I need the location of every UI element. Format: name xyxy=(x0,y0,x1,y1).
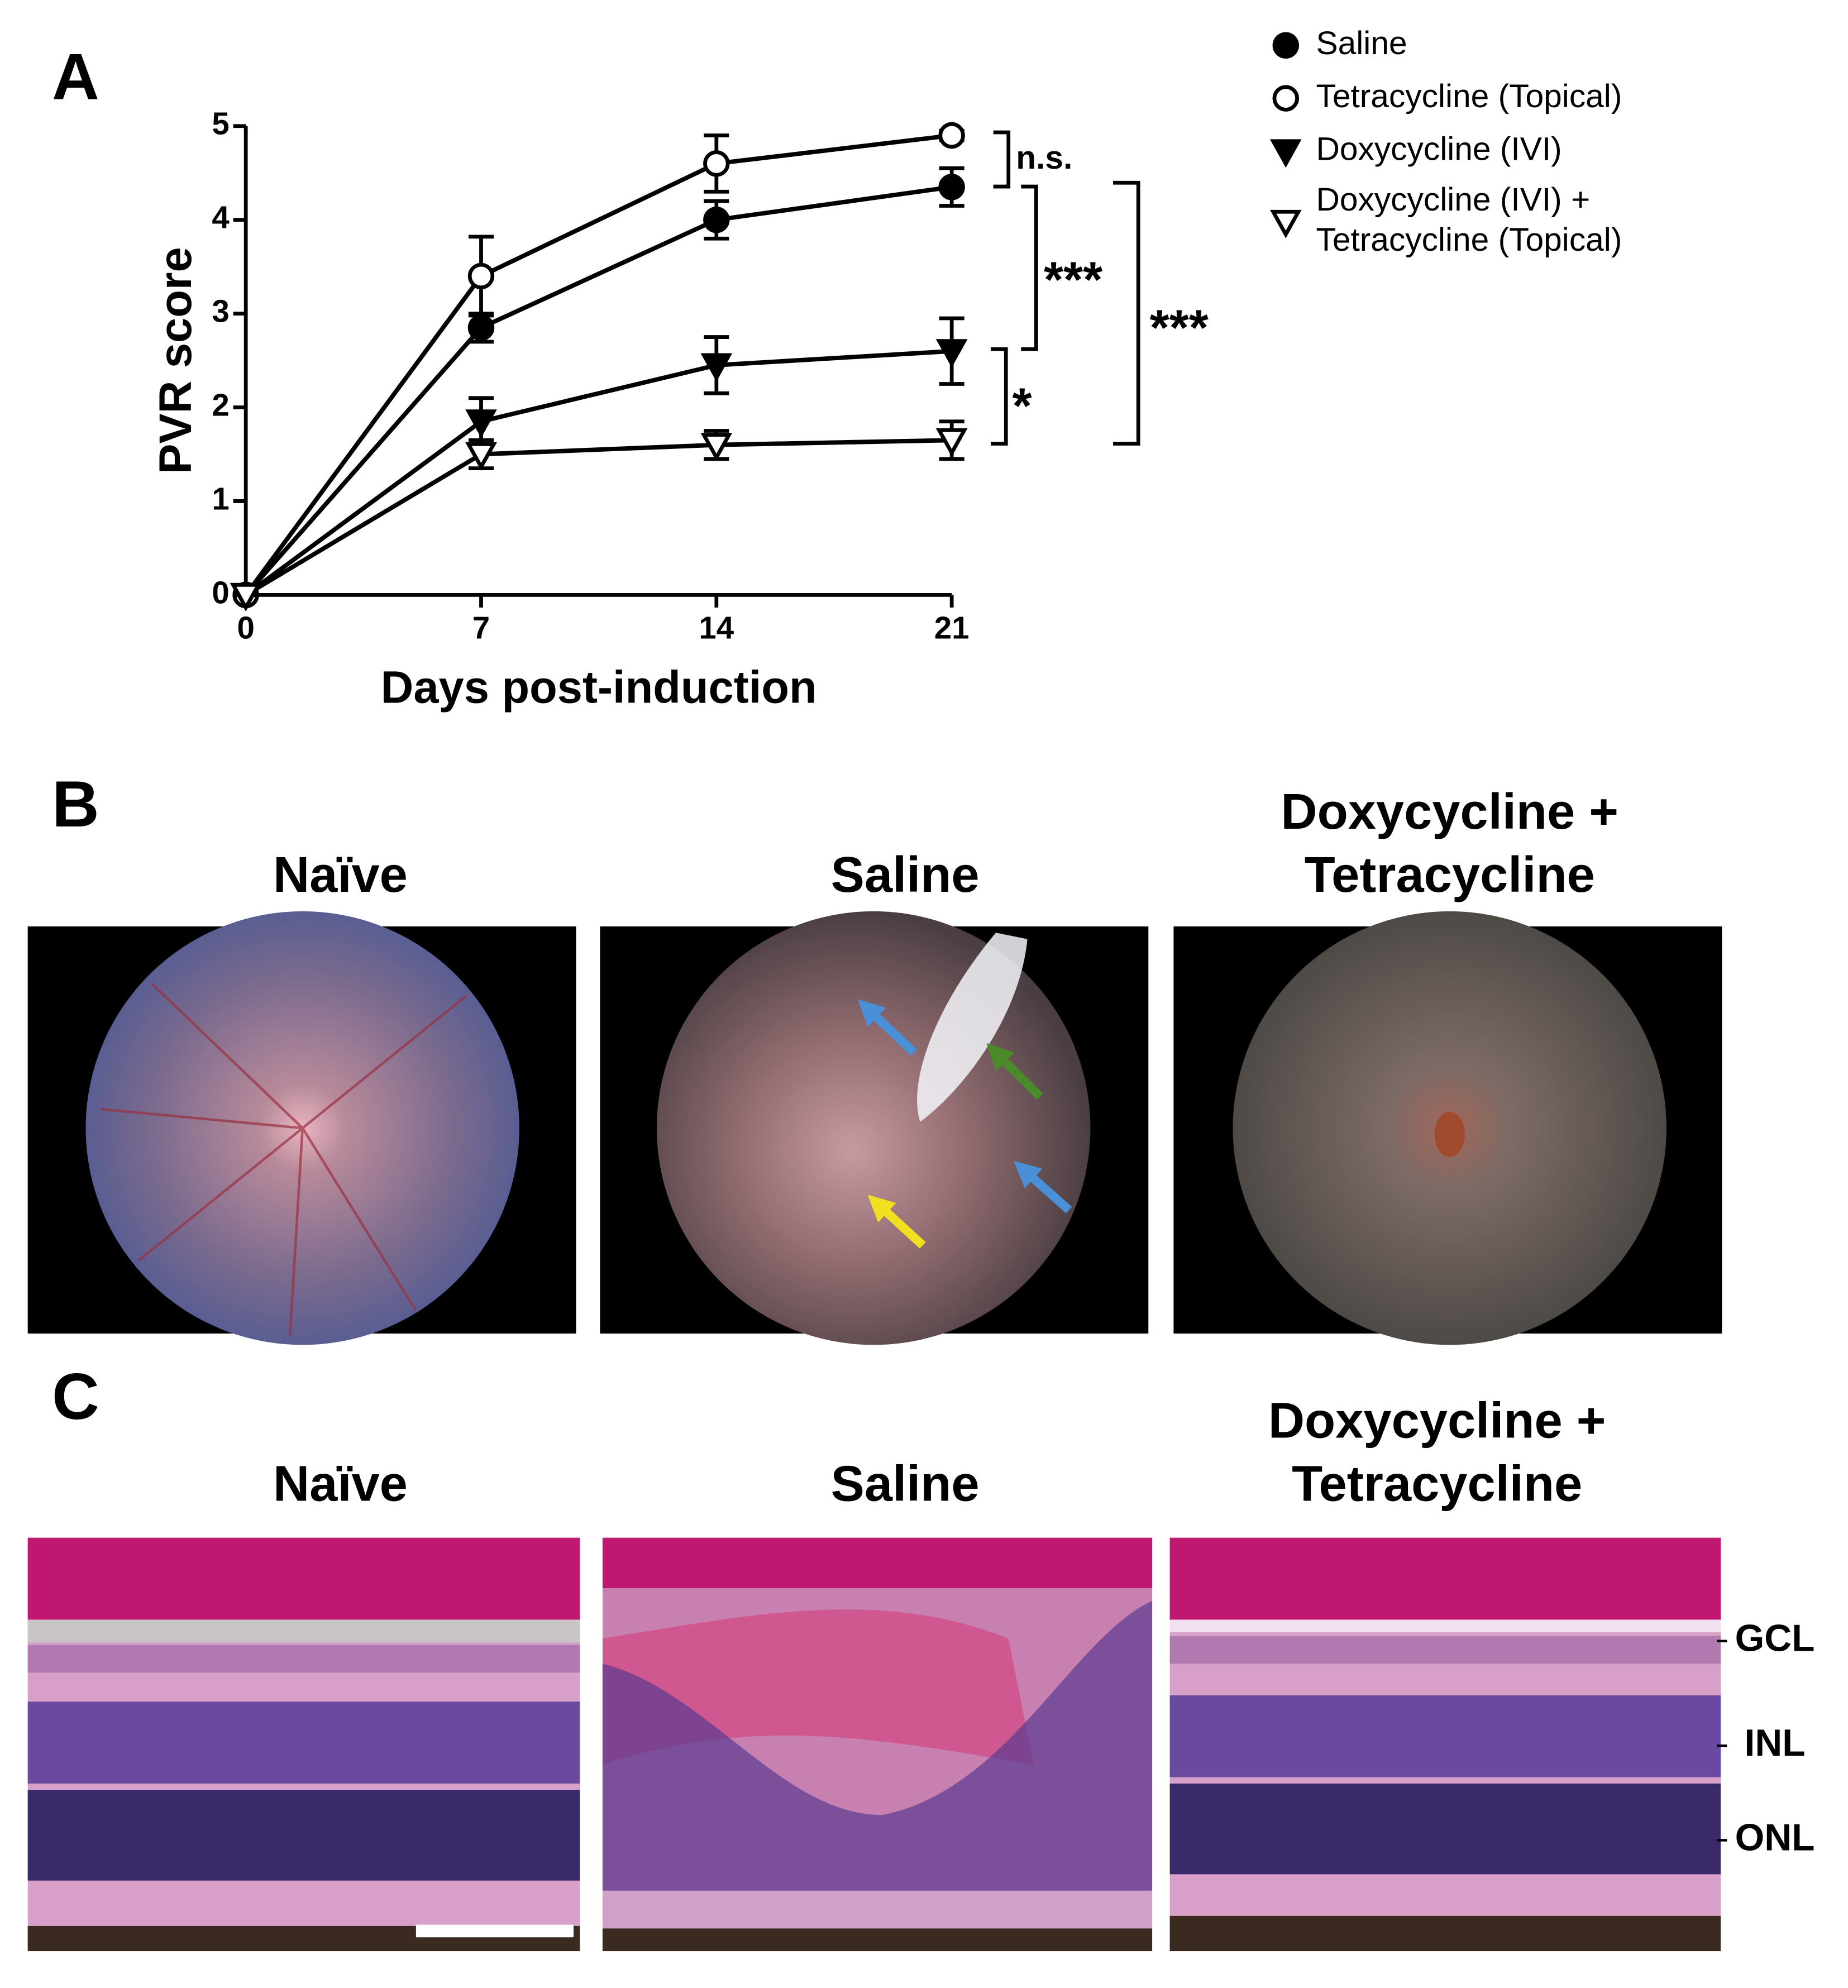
bracket xyxy=(1021,184,1038,351)
scale-bar xyxy=(416,1924,574,1938)
marker xyxy=(703,150,730,177)
x-tick-label: 7 xyxy=(472,610,490,645)
marker xyxy=(1269,139,1302,168)
marker xyxy=(938,174,965,200)
marker xyxy=(935,339,968,368)
y-tick-label: 2 xyxy=(212,387,229,422)
marker xyxy=(467,314,495,341)
layer-label: GCL xyxy=(1735,1618,1815,1660)
marker xyxy=(935,428,968,457)
glare xyxy=(917,933,1028,1122)
photo-title: Saline xyxy=(831,1455,980,1512)
histology-photos xyxy=(27,1537,1721,1952)
series-line xyxy=(243,133,952,596)
legend-item: Doxycycline (IVI) + Tetracycline (Topica… xyxy=(1316,180,1622,259)
y-tick-label: 1 xyxy=(212,481,229,516)
fundus xyxy=(656,911,1091,1345)
photo-title: Naïve xyxy=(273,1455,408,1512)
arrows xyxy=(857,999,1072,1249)
marker xyxy=(1269,209,1302,238)
bracket xyxy=(991,347,1008,446)
panel-label: B xyxy=(52,767,99,840)
marker xyxy=(1272,85,1299,112)
series-line xyxy=(245,438,952,597)
layer-label: ONL xyxy=(1735,1817,1815,1858)
panel-label: A xyxy=(52,40,99,113)
legend-label: Saline xyxy=(1316,23,1407,62)
annotation: * xyxy=(1012,377,1032,434)
y-axis-label: PVR score xyxy=(150,247,201,474)
marker xyxy=(467,262,495,290)
x-tick-label: 14 xyxy=(699,610,734,645)
marker xyxy=(700,353,733,382)
marker xyxy=(465,409,497,438)
marker xyxy=(230,582,262,611)
photo-title: Tetracycline xyxy=(1305,847,1595,903)
series-line xyxy=(244,184,952,596)
x-tick-label: 0 xyxy=(237,610,254,645)
series-line xyxy=(244,348,952,597)
legend-label: Tetracycline (Topical) xyxy=(1316,77,1622,115)
y-tick-label: 4 xyxy=(212,200,230,235)
x-tick-label: 21 xyxy=(934,610,970,645)
y-tick-label: 3 xyxy=(212,293,229,328)
bracket xyxy=(993,130,1011,189)
marker xyxy=(700,433,733,462)
legend-label: Doxycycline (IVI) xyxy=(1316,130,1562,168)
y-tick-label: 5 xyxy=(212,106,229,141)
annotation: *** xyxy=(1044,252,1103,308)
marker xyxy=(1272,32,1299,59)
legend-label: Doxycycline (IVI) + Tetracycline (Topica… xyxy=(1316,180,1622,259)
marker xyxy=(465,442,497,471)
marker xyxy=(703,206,730,233)
fundus-photos xyxy=(27,911,1722,1345)
photo-title: Doxycycline + xyxy=(1281,783,1618,840)
layer-label: INL xyxy=(1745,1722,1806,1764)
bracket xyxy=(1113,180,1140,446)
legend-item: Doxycycline (IVI) xyxy=(1316,130,1562,168)
photo-title: Naïve xyxy=(273,847,408,903)
photo-title: Tetracycline xyxy=(1292,1455,1582,1512)
legend-item: Tetracycline (Topical) xyxy=(1316,77,1622,115)
photo-title: Doxycycline + xyxy=(1268,1392,1606,1449)
annotation: *** xyxy=(1150,299,1209,356)
y-tick-label: 0 xyxy=(212,575,229,610)
section xyxy=(1169,1537,1721,1952)
optic-disc xyxy=(1434,1111,1465,1158)
marker xyxy=(938,122,965,149)
panel-label: C xyxy=(52,1360,99,1433)
x-axis-label: Days post-induction xyxy=(381,662,817,713)
annotation: n.s. xyxy=(1016,140,1072,176)
section xyxy=(602,1537,1153,1952)
section xyxy=(27,1537,580,1952)
photo-title: Saline xyxy=(831,847,980,903)
vessels xyxy=(101,982,467,1336)
legend-item: Saline xyxy=(1316,23,1407,62)
